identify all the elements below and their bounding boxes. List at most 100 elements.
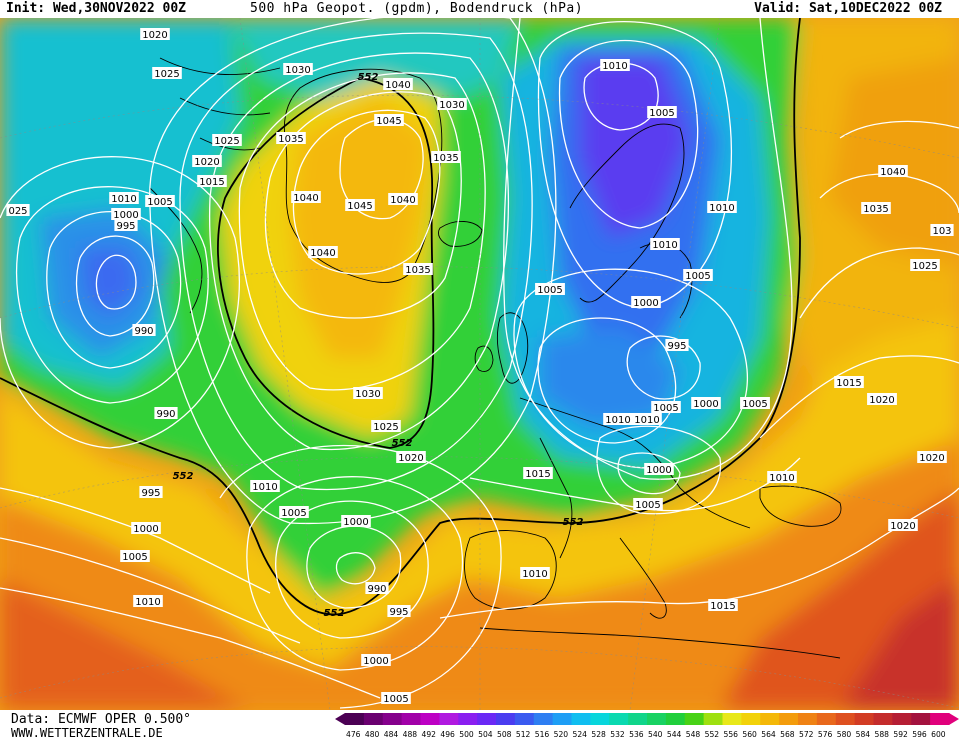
legend-swatch — [854, 713, 874, 725]
isobar-label-bg — [197, 175, 227, 187]
isobar-label-bg — [867, 393, 897, 405]
isobar-label-text: 1010 — [709, 203, 734, 214]
isobar-label-bg — [371, 420, 401, 432]
map-header: Init: Wed,30NOV2022 00Z 500 hPa Geopot. … — [0, 0, 959, 18]
isobar-label: 1005 — [683, 269, 713, 282]
isobar-label-text: 1000 — [363, 656, 388, 667]
isobar-lines — [0, 18, 959, 709]
isobar-label: 1040 — [308, 246, 338, 259]
geopotential-552-ridge-contour — [217, 77, 435, 449]
isobar-line — [219, 444, 502, 709]
legend-swatch — [496, 713, 516, 725]
isobar-label-bg — [644, 463, 674, 475]
legend-swatch — [722, 713, 742, 725]
isobar-label-text: 995 — [116, 221, 135, 232]
legend-tick-label: 528 — [591, 730, 606, 739]
isobar-label-bg — [6, 204, 30, 216]
isobar-label: 1000 — [111, 208, 141, 221]
legend-tick-label: 572 — [799, 730, 814, 739]
isobar-label-text: 1020 — [869, 395, 894, 406]
legend-tick-label: 516 — [535, 730, 550, 739]
legend-tick-label: 480 — [365, 730, 380, 739]
legend-tick-label: 492 — [422, 730, 437, 739]
isobar-label: 103 — [930, 224, 954, 237]
isobar-label-text: 995 — [141, 488, 160, 499]
geopotential-label: 552 — [392, 438, 413, 449]
isobar-label: 995 — [139, 486, 163, 499]
isobar-label-text: 1045 — [376, 116, 401, 127]
isobar-line — [503, 18, 793, 480]
legend-tick-label: 588 — [875, 730, 890, 739]
isobar-label: 1000 — [131, 522, 161, 535]
isobar-label-bg — [707, 201, 737, 213]
isobar-label-text: 025 — [8, 206, 27, 217]
legend-swatch — [401, 713, 421, 725]
legend-swatch — [930, 713, 950, 725]
isobar-line — [16, 186, 209, 404]
legend-tick-label: 568 — [780, 730, 795, 739]
legend-tick-label: 540 — [648, 730, 663, 739]
isobar-label-text: 1040 — [310, 248, 335, 259]
isobar-label-text: 1035 — [863, 204, 888, 215]
isobar-line — [537, 21, 732, 309]
isobar-label-text: 990 — [367, 584, 386, 595]
isobar-label-text: 1040 — [880, 167, 905, 178]
isobar-label-bg — [650, 238, 680, 250]
isobar-label: 990 — [132, 324, 156, 337]
legend-swatch — [363, 713, 384, 725]
isobar-label-bg — [109, 192, 139, 204]
isobar-label-text: 1010 — [634, 415, 659, 426]
graticule-line — [0, 94, 959, 159]
isobar-label-text: 1005 — [635, 500, 660, 511]
isobar-label: 1010 — [603, 413, 633, 426]
isobar-label: 1035 — [431, 151, 461, 164]
isobar-label-bg — [383, 78, 413, 90]
weather-map: 1020 1025 1030 1040 1045 1030 1035 1035 1040 1045… — [0, 18, 959, 710]
isobar-label-bg — [341, 515, 371, 527]
isobar-label: 1000 — [691, 397, 721, 410]
isobar-label-text: 1030 — [439, 100, 464, 111]
isobar-label-bg — [403, 263, 433, 275]
isobar-label-text: 1010 — [652, 240, 677, 251]
isobar-label: 995 — [114, 219, 138, 232]
legend-tick-label: 504 — [478, 730, 493, 739]
isobar-label: 1025 — [152, 67, 182, 80]
isobar-label-bg — [131, 522, 161, 534]
isobar-label: 1020 — [917, 451, 947, 464]
legend-tick-label: 476 — [346, 730, 361, 739]
fill-orange-northeast — [830, 58, 959, 268]
isobar-label-bg — [930, 224, 954, 236]
legend-swatch — [590, 713, 610, 725]
isobar-label-text: 1005 — [122, 552, 147, 563]
isobar-label: 1030 — [353, 387, 383, 400]
isobar-label-bg — [365, 582, 389, 594]
isobar-label-text: 1015 — [710, 601, 735, 612]
isobar-label-text: 1000 — [113, 210, 138, 221]
legend-tick-label: 556 — [724, 730, 739, 739]
isobar-label-bg — [708, 599, 738, 611]
isobar-line — [596, 425, 722, 515]
isobar-label: 1005 — [740, 397, 770, 410]
isobar-label: 1040 — [383, 78, 413, 91]
isobar-line — [0, 537, 301, 644]
isobar-label-bg — [291, 191, 321, 203]
coast-scandinavia — [569, 123, 685, 303]
isobar-label: 1020 — [192, 155, 222, 168]
isobar-label: 1035 — [276, 132, 306, 145]
fill-deepblue-west-core — [80, 248, 140, 318]
isobar-label-bg — [740, 397, 770, 409]
isobar-line — [75, 235, 155, 337]
isobar-label-text: 1005 — [685, 271, 710, 282]
isobar-label-bg — [431, 151, 461, 163]
isobar-label: 1010 — [632, 413, 662, 426]
isobar-labels: 1020 1025 1030 1040 1045 1030 1035 1035 1040 1045… — [6, 28, 954, 705]
isobar-label-text: 1040 — [390, 195, 415, 206]
isobar-label: 1005 — [633, 498, 663, 511]
isobar-label-text: 1020 — [398, 453, 423, 464]
isobar-label: 995 — [665, 339, 689, 352]
isobar-label-bg — [345, 199, 375, 211]
legend-tick-label: 500 — [459, 730, 474, 739]
isobar-line — [513, 268, 748, 469]
isobar-label-bg — [388, 193, 418, 205]
isobar-label-text: 1005 — [383, 694, 408, 705]
